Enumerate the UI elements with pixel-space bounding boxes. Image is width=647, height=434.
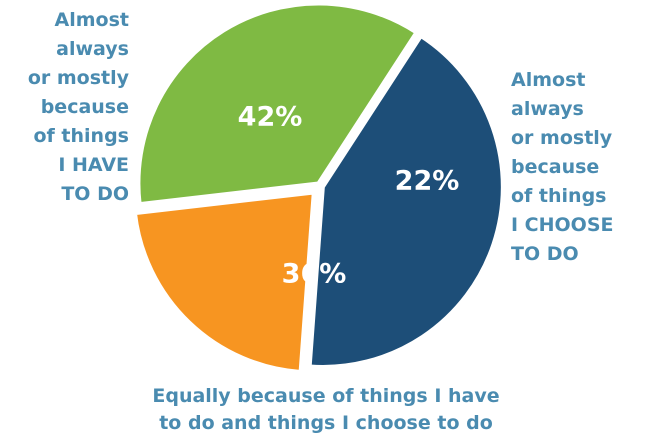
label-line: of things bbox=[34, 125, 130, 147]
pie-slice-1 bbox=[307, 33, 505, 369]
slice-value-label-1: 42% bbox=[238, 102, 303, 133]
label-line: I CHOOSE bbox=[511, 214, 614, 236]
slice-category-label-3: Equally because of things I have to do an… bbox=[152, 385, 499, 434]
label-line: because bbox=[41, 96, 129, 118]
slice-value-label-3: 36% bbox=[282, 259, 347, 290]
label-line: Almost bbox=[55, 9, 129, 31]
label-line: or mostly bbox=[511, 127, 613, 149]
label-line: Equally because of things I have bbox=[152, 385, 499, 407]
label-line: or mostly bbox=[28, 67, 130, 89]
label-line: Almost bbox=[511, 69, 585, 91]
label-line: to do and things I choose to do bbox=[159, 412, 493, 434]
slice-category-labels: Almost always or mostly because of things I H… bbox=[28, 9, 614, 434]
label-line: I HAVE bbox=[58, 154, 129, 176]
pie-slice-3 bbox=[136, 1, 419, 207]
slice-value-label-2: 22% bbox=[395, 166, 460, 197]
pie-slice-2 bbox=[132, 190, 316, 375]
slice-value-labels: 42% 22% 36% bbox=[238, 102, 460, 290]
label-line: TO DO bbox=[61, 183, 129, 205]
label-line: always bbox=[56, 38, 129, 60]
label-line: because bbox=[511, 156, 599, 178]
pie-slices bbox=[132, 1, 505, 375]
slice-category-label-1: Almost always or mostly because of things I H… bbox=[28, 9, 130, 205]
label-line: always bbox=[511, 98, 584, 120]
label-line: TO DO bbox=[511, 243, 579, 265]
slice-category-label-2: Almost always or mostly because of things I C… bbox=[511, 69, 614, 265]
label-line: of things bbox=[511, 185, 607, 207]
